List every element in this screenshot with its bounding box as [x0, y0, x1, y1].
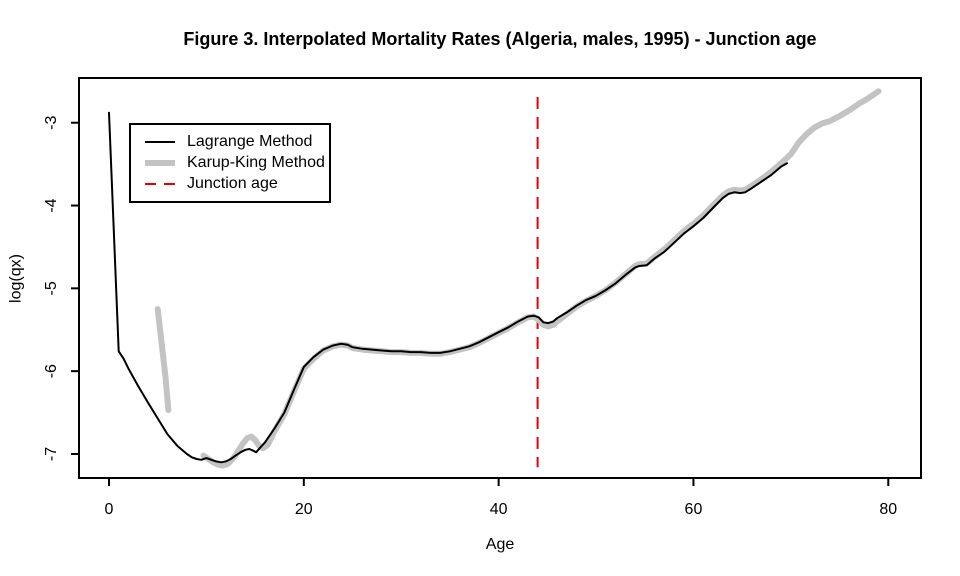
- legend-item-junction-age: Junction age: [145, 173, 329, 194]
- legend-label-junction-age: Junction age: [187, 174, 278, 192]
- karup-king-line-swatch: [145, 159, 175, 166]
- legend-label-lagrange: Lagrange Method: [187, 132, 313, 150]
- legend-box: Lagrange Method Karup-King Method Juncti…: [129, 123, 331, 203]
- lagrange-line-swatch: [145, 140, 175, 143]
- legend-item-lagrange: Lagrange Method: [145, 131, 329, 152]
- x-axis-title: Age: [485, 536, 515, 553]
- karup-king-method-curve-segment-1: [154, 306, 172, 414]
- legend-item-karup-king: Karup-King Method: [145, 152, 329, 173]
- y-tick-label--3: -3: [43, 116, 60, 130]
- y-tick-label--5: -5: [43, 281, 60, 295]
- legend-label-karup-king: Karup-King Method: [187, 153, 325, 171]
- y-axis-title: log(qx): [7, 254, 25, 303]
- y-tick-label--4: -4: [43, 198, 60, 212]
- y-tick-label--7: -7: [43, 447, 60, 461]
- x-tick-label-40: 40: [490, 501, 508, 518]
- x-tick-label-0: 0: [105, 501, 114, 518]
- x-tick-label-80: 80: [879, 501, 897, 518]
- chart-title: Figure 3. Interpolated Mortality Rates (…: [183, 29, 817, 49]
- plot-border: [78, 77, 922, 479]
- y-tick-label--6: -6: [43, 364, 60, 378]
- x-tick-label-60: 60: [685, 501, 703, 518]
- x-tick-label-20: 20: [295, 501, 313, 518]
- junction-age-line-swatch: [145, 182, 175, 185]
- lagrange-method-curve: [108, 111, 788, 464]
